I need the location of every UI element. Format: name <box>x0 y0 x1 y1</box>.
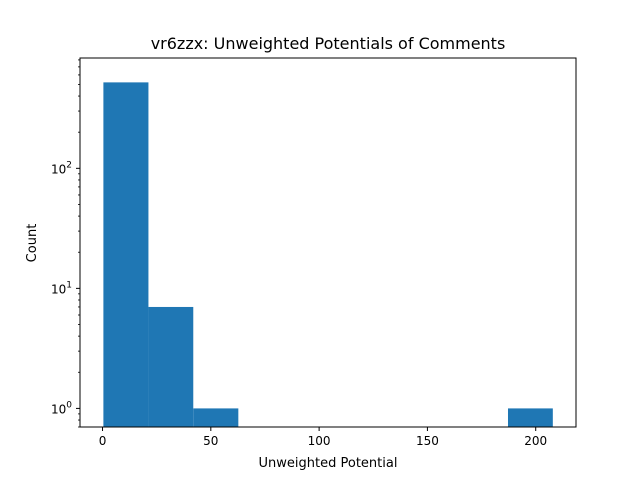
x-tick-label-0: 0 <box>99 434 107 448</box>
x-tick-label-1: 50 <box>203 434 218 448</box>
y-axis-ticks: 100 101 102 <box>51 59 80 428</box>
bars-layer <box>103 82 553 427</box>
histogram-bar-1 <box>148 306 194 427</box>
plot-frame <box>79 57 577 428</box>
y-tick-label-1: 101 <box>51 280 72 296</box>
x-tick-label-4: 200 <box>524 434 547 448</box>
x-axis-ticks: 0 50 100 150 200 <box>99 427 547 448</box>
y-axis-label: Count <box>25 224 40 263</box>
histogram-bar-2 <box>193 408 239 427</box>
x-axis-label: Unweighted Potential <box>259 456 398 471</box>
x-tick-label-2: 100 <box>308 434 331 448</box>
histogram-bar-9 <box>507 408 553 427</box>
y-tick-label-2: 102 <box>51 160 72 176</box>
x-tick-label-3: 150 <box>416 434 439 448</box>
chart-title: vr6zzx: Unweighted Potentials of Comment… <box>151 34 506 53</box>
y-tick-label-0: 100 <box>51 400 72 416</box>
histogram-bar-0 <box>103 82 149 427</box>
